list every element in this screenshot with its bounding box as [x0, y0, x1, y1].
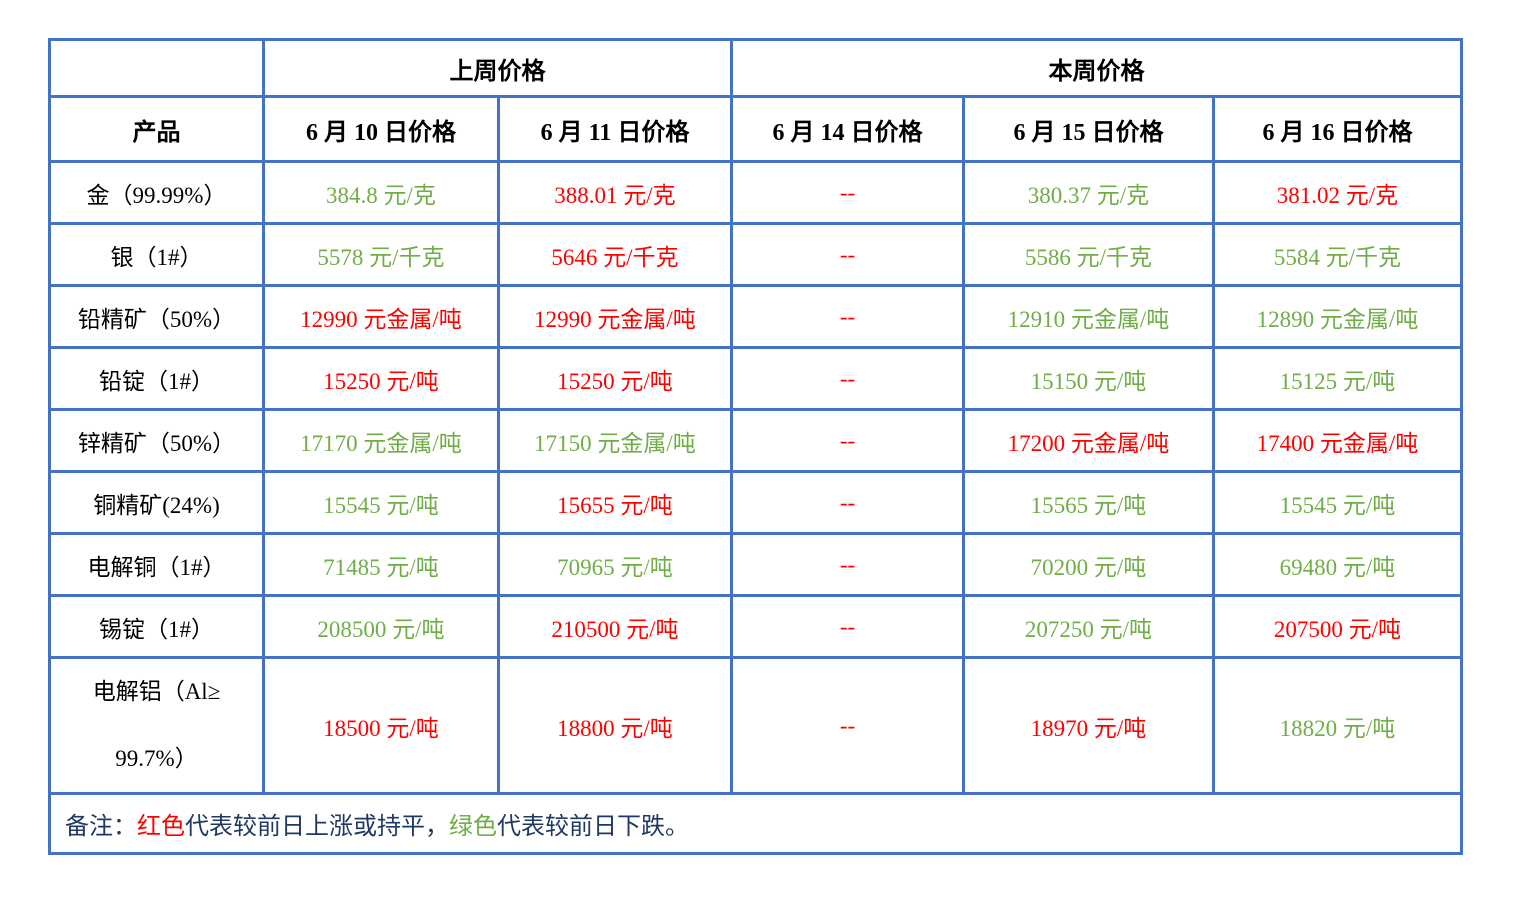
- price-cell: 5586 元/千克: [962, 222, 1215, 287]
- price-cell: --: [730, 470, 965, 535]
- note-red-keyword: 红色: [137, 814, 185, 841]
- table-row-lead-ingot: 铅锭（1#） 15250 元/吨 15250 元/吨 -- 15150 元/吨 …: [48, 346, 1463, 411]
- price-cell: --: [730, 222, 965, 287]
- note-label: 备注：: [65, 814, 137, 841]
- note-green-keyword: 绿色: [449, 814, 497, 841]
- product-name: 银（1#）: [48, 222, 265, 287]
- price-cell: 15125 元/吨: [1212, 346, 1463, 411]
- product-name: 铅锭（1#）: [48, 346, 265, 411]
- price-cell: 12910 元金属/吨: [962, 284, 1215, 349]
- product-name: 锌精矿（50%）: [48, 408, 265, 473]
- price-cell: 381.02 元/克: [1212, 160, 1463, 225]
- price-cell: 71485 元/吨: [262, 532, 500, 597]
- price-cell: 15545 元/吨: [1212, 470, 1463, 535]
- price-cell: 17170 元金属/吨: [262, 408, 500, 473]
- group-header-row: 上周价格 本周价格: [48, 38, 1463, 98]
- note-green-description: 代表较前日下跌。: [497, 814, 689, 841]
- column-header-row: 产品 6 月 10 日价格 6 月 11 日价格 6 月 14 日价格 6 月 …: [48, 95, 1463, 163]
- legend-note-row: 备注：红色代表较前日上涨或持平，绿色代表较前日下跌。: [48, 792, 1463, 856]
- price-cell: 18820 元/吨: [1212, 655, 1463, 796]
- price-cell: 70965 元/吨: [497, 532, 733, 597]
- price-cell: 208500 元/吨: [262, 594, 500, 659]
- price-cell: 12990 元金属/吨: [262, 284, 500, 349]
- column-header-jun16: 6 月 16 日价格: [1212, 95, 1463, 163]
- price-cell: --: [730, 346, 965, 411]
- price-cell: 15565 元/吨: [962, 470, 1215, 535]
- column-header-jun15: 6 月 15 日价格: [962, 95, 1215, 163]
- product-name: 铅精矿（50%）: [48, 284, 265, 349]
- price-cell: --: [730, 408, 965, 473]
- price-cell: 5578 元/千克: [262, 222, 500, 287]
- price-cell: 15655 元/吨: [497, 470, 733, 535]
- group-header-this-week: 本周价格: [730, 38, 1463, 98]
- price-cell: 12990 元金属/吨: [497, 284, 733, 349]
- product-name: 电解铜（1#）: [48, 532, 265, 597]
- price-cell: 70200 元/吨: [962, 532, 1215, 597]
- price-cell: --: [730, 594, 965, 659]
- price-cell: 17150 元金属/吨: [497, 408, 733, 473]
- product-name: 电解铝（Al≥ 99.7%）: [48, 655, 265, 796]
- price-cell: 17400 元金属/吨: [1212, 408, 1463, 473]
- price-cell: 210500 元/吨: [497, 594, 733, 659]
- table-row-copper-concentrate: 铜精矿(24%) 15545 元/吨 15655 元/吨 -- 15565 元/…: [48, 470, 1463, 535]
- price-cell: 15250 元/吨: [497, 346, 733, 411]
- price-cell: --: [730, 655, 965, 796]
- product-name: 金（99.99%）: [48, 160, 265, 225]
- table-row-tin-ingot: 锡锭（1#） 208500 元/吨 210500 元/吨 -- 207250 元…: [48, 594, 1463, 659]
- price-cell: 18800 元/吨: [497, 655, 733, 796]
- price-cell: 388.01 元/克: [497, 160, 733, 225]
- price-cell: 15150 元/吨: [962, 346, 1215, 411]
- price-cell: 69480 元/吨: [1212, 532, 1463, 597]
- corner-cell: [48, 38, 265, 98]
- price-cell: 17200 元金属/吨: [962, 408, 1215, 473]
- price-cell: 15250 元/吨: [262, 346, 500, 411]
- product-name: 锡锭（1#）: [48, 594, 265, 659]
- price-cell: --: [730, 160, 965, 225]
- price-cell: --: [730, 532, 965, 597]
- price-table-document: 上周价格 本周价格 产品 6 月 10 日价格 6 月 11 日价格 6 月 1…: [48, 38, 1463, 856]
- column-header-jun10: 6 月 10 日价格: [262, 95, 500, 163]
- price-cell: 12890 元金属/吨: [1212, 284, 1463, 349]
- price-cell: 207250 元/吨: [962, 594, 1215, 659]
- price-cell: 18500 元/吨: [262, 655, 500, 796]
- column-header-product: 产品: [48, 95, 265, 163]
- price-cell: 5646 元/千克: [497, 222, 733, 287]
- price-cell: 207500 元/吨: [1212, 594, 1463, 659]
- column-header-jun11: 6 月 11 日价格: [497, 95, 733, 163]
- table-row-electrolytic-copper: 电解铜（1#） 71485 元/吨 70965 元/吨 -- 70200 元/吨…: [48, 532, 1463, 597]
- price-cell: 15545 元/吨: [262, 470, 500, 535]
- metal-price-table: 上周价格 本周价格 产品 6 月 10 日价格 6 月 11 日价格 6 月 1…: [48, 38, 1463, 856]
- price-cell: 384.8 元/克: [262, 160, 500, 225]
- table-row-gold: 金（99.99%） 384.8 元/克 388.01 元/克 -- 380.37…: [48, 160, 1463, 225]
- note-red-description: 代表较前日上涨或持平，: [185, 814, 449, 841]
- group-header-last-week: 上周价格: [262, 38, 733, 98]
- price-cell: 380.37 元/克: [962, 160, 1215, 225]
- price-cell: 18970 元/吨: [962, 655, 1215, 796]
- table-row-silver: 银（1#） 5578 元/千克 5646 元/千克 -- 5586 元/千克 5…: [48, 222, 1463, 287]
- table-row-zinc-concentrate: 锌精矿（50%） 17170 元金属/吨 17150 元金属/吨 -- 1720…: [48, 408, 1463, 473]
- column-header-jun14: 6 月 14 日价格: [730, 95, 965, 163]
- price-cell: --: [730, 284, 965, 349]
- product-name: 铜精矿(24%): [48, 470, 265, 535]
- price-cell: 5584 元/千克: [1212, 222, 1463, 287]
- table-row-electrolytic-aluminum: 电解铝（Al≥ 99.7%） 18500 元/吨 18800 元/吨 -- 18…: [48, 655, 1463, 796]
- legend-note: 备注：红色代表较前日上涨或持平，绿色代表较前日下跌。: [48, 792, 1463, 856]
- table-row-lead-concentrate: 铅精矿（50%） 12990 元金属/吨 12990 元金属/吨 -- 1291…: [48, 284, 1463, 349]
